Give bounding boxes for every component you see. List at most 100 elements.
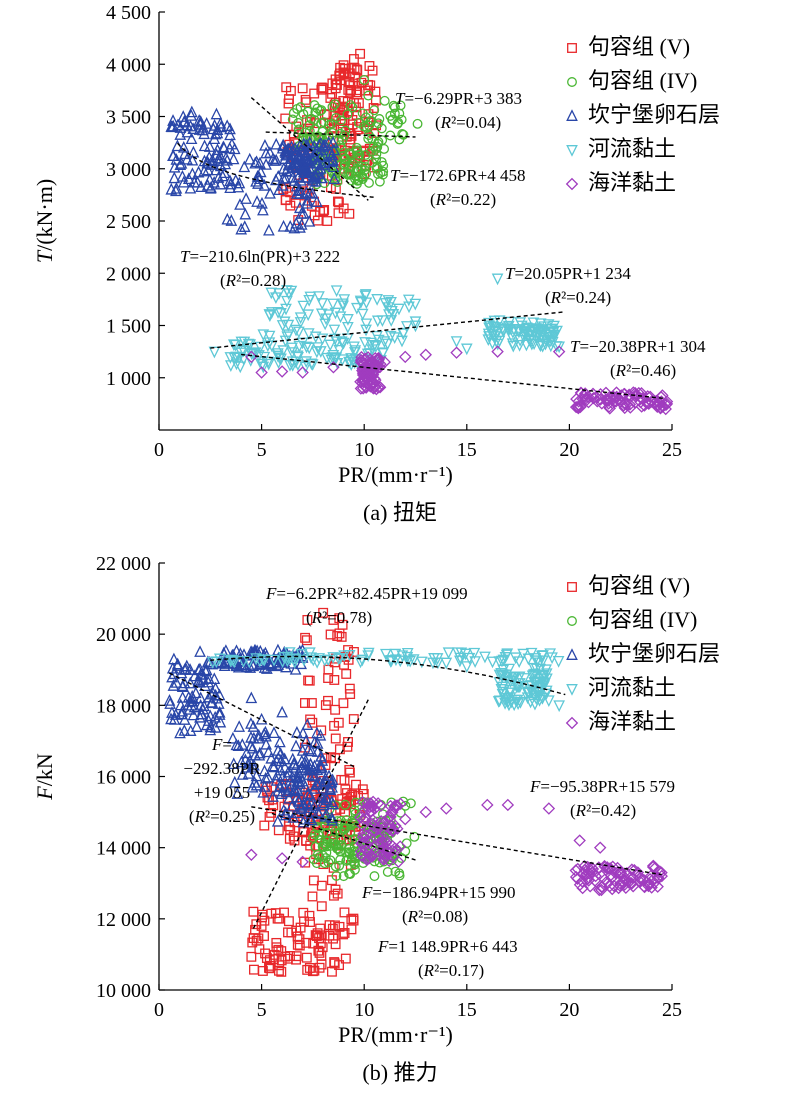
data-point: [205, 696, 218, 709]
data-point: [198, 139, 211, 152]
data-point: [316, 725, 327, 736]
data-point: [242, 767, 255, 779]
data-point: [354, 295, 367, 308]
data-point: [315, 923, 326, 934]
data-point: [348, 341, 360, 354]
data-point: [330, 285, 343, 298]
data-point: [311, 342, 324, 354]
data-point: [257, 966, 268, 976]
data-point: [302, 154, 315, 166]
data-point: [213, 705, 226, 718]
data-point: [376, 123, 387, 134]
legend-marker: [567, 582, 577, 592]
fit-r2-label: (R²=0.46): [610, 361, 676, 380]
data-point: [366, 344, 379, 357]
data-point: [304, 910, 315, 921]
data-point: [301, 635, 312, 646]
data-point: [278, 316, 291, 329]
data-point: [297, 206, 310, 219]
fit-equation-label: T=−210.6ln(PR)+3 222: [180, 247, 340, 266]
data-point: [385, 806, 398, 819]
data-point: [288, 782, 301, 795]
data-point: [346, 820, 357, 831]
data-point: [334, 311, 347, 324]
data-point: [260, 737, 272, 750]
data-point: [390, 843, 404, 856]
data-point: [290, 739, 302, 752]
data-point: [326, 148, 339, 161]
data-point: [581, 872, 595, 886]
data-point: [231, 787, 244, 799]
data-point: [338, 60, 349, 71]
data-point: [184, 724, 197, 736]
data-point: [346, 853, 357, 864]
data-point: [506, 338, 519, 351]
data-point: [227, 152, 240, 165]
data-point: [400, 846, 411, 857]
data-point: [304, 120, 315, 131]
data-point: [382, 811, 396, 824]
data-point: [303, 214, 316, 227]
data-point: [382, 867, 393, 877]
data-point: [573, 834, 586, 847]
data-point: [326, 154, 339, 167]
data-point: [185, 105, 198, 118]
data-point: [503, 316, 516, 329]
data-point: [302, 106, 313, 117]
data-point: [314, 852, 325, 862]
data-point: [513, 326, 525, 339]
data-point: [316, 333, 329, 346]
data-point: [379, 836, 393, 850]
data-point: [277, 219, 290, 232]
data-point: [419, 805, 432, 819]
data-point: [389, 648, 402, 661]
y-tick-label: 18 000: [96, 695, 151, 717]
data-point: [257, 785, 270, 798]
fit-line-2: [250, 97, 369, 201]
data-point: [337, 337, 349, 350]
data-point: [316, 901, 327, 912]
data-point: [274, 913, 285, 924]
data-point: [655, 869, 668, 883]
data-point: [335, 846, 346, 857]
series-5-markers: [245, 345, 674, 416]
data-point: [296, 800, 308, 813]
data-point: [346, 130, 357, 141]
fit-r2-label: (R²=0.22): [430, 190, 496, 209]
data-point: [355, 48, 366, 59]
data-point: [165, 182, 178, 195]
data-point: [177, 110, 190, 122]
data-point: [286, 356, 299, 369]
data-point: [338, 294, 351, 306]
legend-label: 坎宁堡卵石层: [588, 102, 720, 127]
data-point: [244, 739, 257, 752]
data-point: [301, 193, 314, 206]
data-point: [276, 705, 288, 718]
data-point: [246, 741, 259, 754]
data-point: [460, 343, 473, 356]
data-point: [409, 298, 422, 311]
y-tick-label: 12 000: [96, 909, 151, 931]
data-point: [359, 812, 373, 825]
data-point: [625, 863, 639, 876]
data-point: [273, 825, 284, 836]
data-point: [334, 860, 345, 871]
data-point: [206, 656, 219, 669]
data-point: [233, 176, 246, 189]
legend-marker: [567, 43, 577, 53]
data-point: [352, 89, 363, 100]
data-point: [392, 855, 405, 868]
data-point: [637, 880, 651, 893]
data-point: [281, 785, 294, 798]
data-point: [548, 320, 560, 333]
data-point: [330, 733, 341, 744]
data-point: [349, 846, 359, 857]
data-point: [326, 795, 338, 808]
data-point: [518, 673, 531, 685]
data-point: [497, 664, 510, 677]
data-point: [328, 172, 340, 185]
data-point: [174, 726, 186, 739]
data-point: [275, 308, 287, 320]
data-point: [210, 163, 222, 176]
x-tick-label: 15: [457, 999, 477, 1021]
